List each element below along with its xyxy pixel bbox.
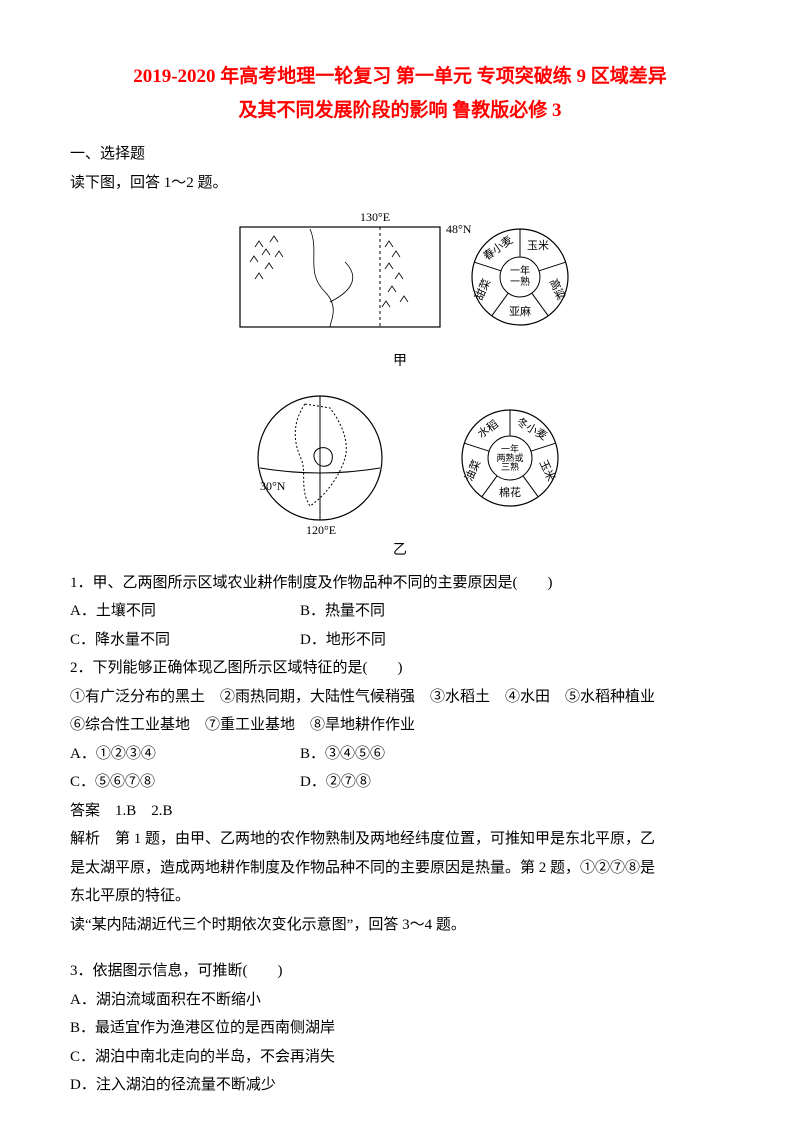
intro-q1-2: 读下图，回答 1～2 题。 xyxy=(70,169,730,198)
figure-placeholder xyxy=(70,939,730,957)
fig-yi-label: 乙 xyxy=(70,538,730,565)
svg-text:棉花: 棉花 xyxy=(499,485,521,499)
q2-a: A．①②③④ xyxy=(70,740,300,769)
fig-jia-label: 甲 xyxy=(70,349,730,376)
svg-text:玉米: 玉米 xyxy=(527,239,549,252)
svg-text:高粱: 高粱 xyxy=(547,277,569,303)
doc-title: 2019-2020 年高考地理一轮复习 第一单元 专项突破练 9 区域差异 及其… xyxy=(70,60,730,128)
svg-text:亚麻: 亚麻 xyxy=(509,304,531,318)
svg-text:玉米: 玉米 xyxy=(537,458,558,483)
explain-1-2-c: 东北平原的特征。 xyxy=(70,882,730,911)
q2-opts-row1: A．①②③④ B．③④⑤⑥ xyxy=(70,740,730,769)
q3-c: C．湖泊中南北走向的半岛，不会再消失 xyxy=(70,1043,730,1072)
q1-opts-row2: C．降水量不同 D．地形不同 xyxy=(70,626,730,655)
svg-text:一年: 一年 xyxy=(510,264,530,277)
q2-line2: ⑥综合性工业基地 ⑦重工业基地 ⑧旱地耕作作业 xyxy=(70,711,730,740)
q2-d: D．②⑦⑧ xyxy=(300,768,371,797)
title-line-2: 及其不同发展阶段的影响 鲁教版必修 3 xyxy=(238,100,561,121)
q1-stem: 1．甲、乙两图所示区域农业耕作制度及作物品种不同的主要原因是( ) xyxy=(70,569,730,598)
q2-opts-row2: C．⑤⑥⑦⑧ D．②⑦⑧ xyxy=(70,768,730,797)
q1-d: D．地形不同 xyxy=(300,626,386,655)
svg-text:春小麦: 春小麦 xyxy=(481,234,515,264)
q2-line1: ①有广泛分布的黑土 ②雨热同期，大陆性气候稍强 ③水稻土 ④水田 ⑤水稻种植业 xyxy=(70,683,730,712)
section-heading: 一、选择题 xyxy=(70,140,730,169)
figure-jia: 130°E 48°N 一年 一熟 玉 xyxy=(70,207,730,376)
q1-c: C．降水量不同 xyxy=(70,626,300,655)
q1-opts-row1: A．土壤不同 B．热量不同 xyxy=(70,597,730,626)
explain-1-2-a: 解析 第 1 题，由甲、乙两地的农作物熟制及两地经纬度位置，可推知甲是东北平原，… xyxy=(70,825,730,854)
svg-text:30°N: 30°N xyxy=(260,479,286,493)
lat-label: 48°N xyxy=(446,222,472,236)
q3-stem: 3．依据图示信息，可推断( ) xyxy=(70,957,730,986)
q1-a: A．土壤不同 xyxy=(70,597,300,626)
svg-text:甜菜: 甜菜 xyxy=(472,277,493,302)
svg-text:一熟: 一熟 xyxy=(510,275,530,288)
q2-stem: 2．下列能够正确体现乙图所示区域特征的是( ) xyxy=(70,654,730,683)
explain-1-2-b: 是太湖平原，造成两地耕作制度及作物品种不同的主要原因是热量。第 2 题，①②⑦⑧… xyxy=(70,854,730,883)
lon-label: 130°E xyxy=(360,210,390,224)
q2-b: B．③④⑤⑥ xyxy=(300,740,385,769)
svg-text:三熟: 三熟 xyxy=(501,461,519,472)
title-line-1: 2019-2020 年高考地理一轮复习 第一单元 专项突破练 9 区域差异 xyxy=(133,66,667,87)
q1-b: B．热量不同 xyxy=(300,597,385,626)
q3-d: D．注入湖泊的径流量不断减少 xyxy=(70,1071,730,1100)
q2-c: C．⑤⑥⑦⑧ xyxy=(70,768,300,797)
q3-b: B．最适宜作为渔港区位的是西南侧湖岸 xyxy=(70,1014,730,1043)
svg-text:油菜: 油菜 xyxy=(461,457,483,483)
answers-1-2: 答案 1.B 2.B xyxy=(70,797,730,826)
svg-text:120°E: 120°E xyxy=(306,523,336,536)
figure-yi: 30°N 120°E 一年 两熟或 三熟 冬小麦 玉米 棉花 油菜 水稻 xyxy=(70,386,730,565)
q3-a: A．湖泊流域面积在不断缩小 xyxy=(70,986,730,1015)
intro-q3-4: 读“某内陆湖近代三个时期依次变化示意图”，回答 3～4 题。 xyxy=(70,911,730,940)
